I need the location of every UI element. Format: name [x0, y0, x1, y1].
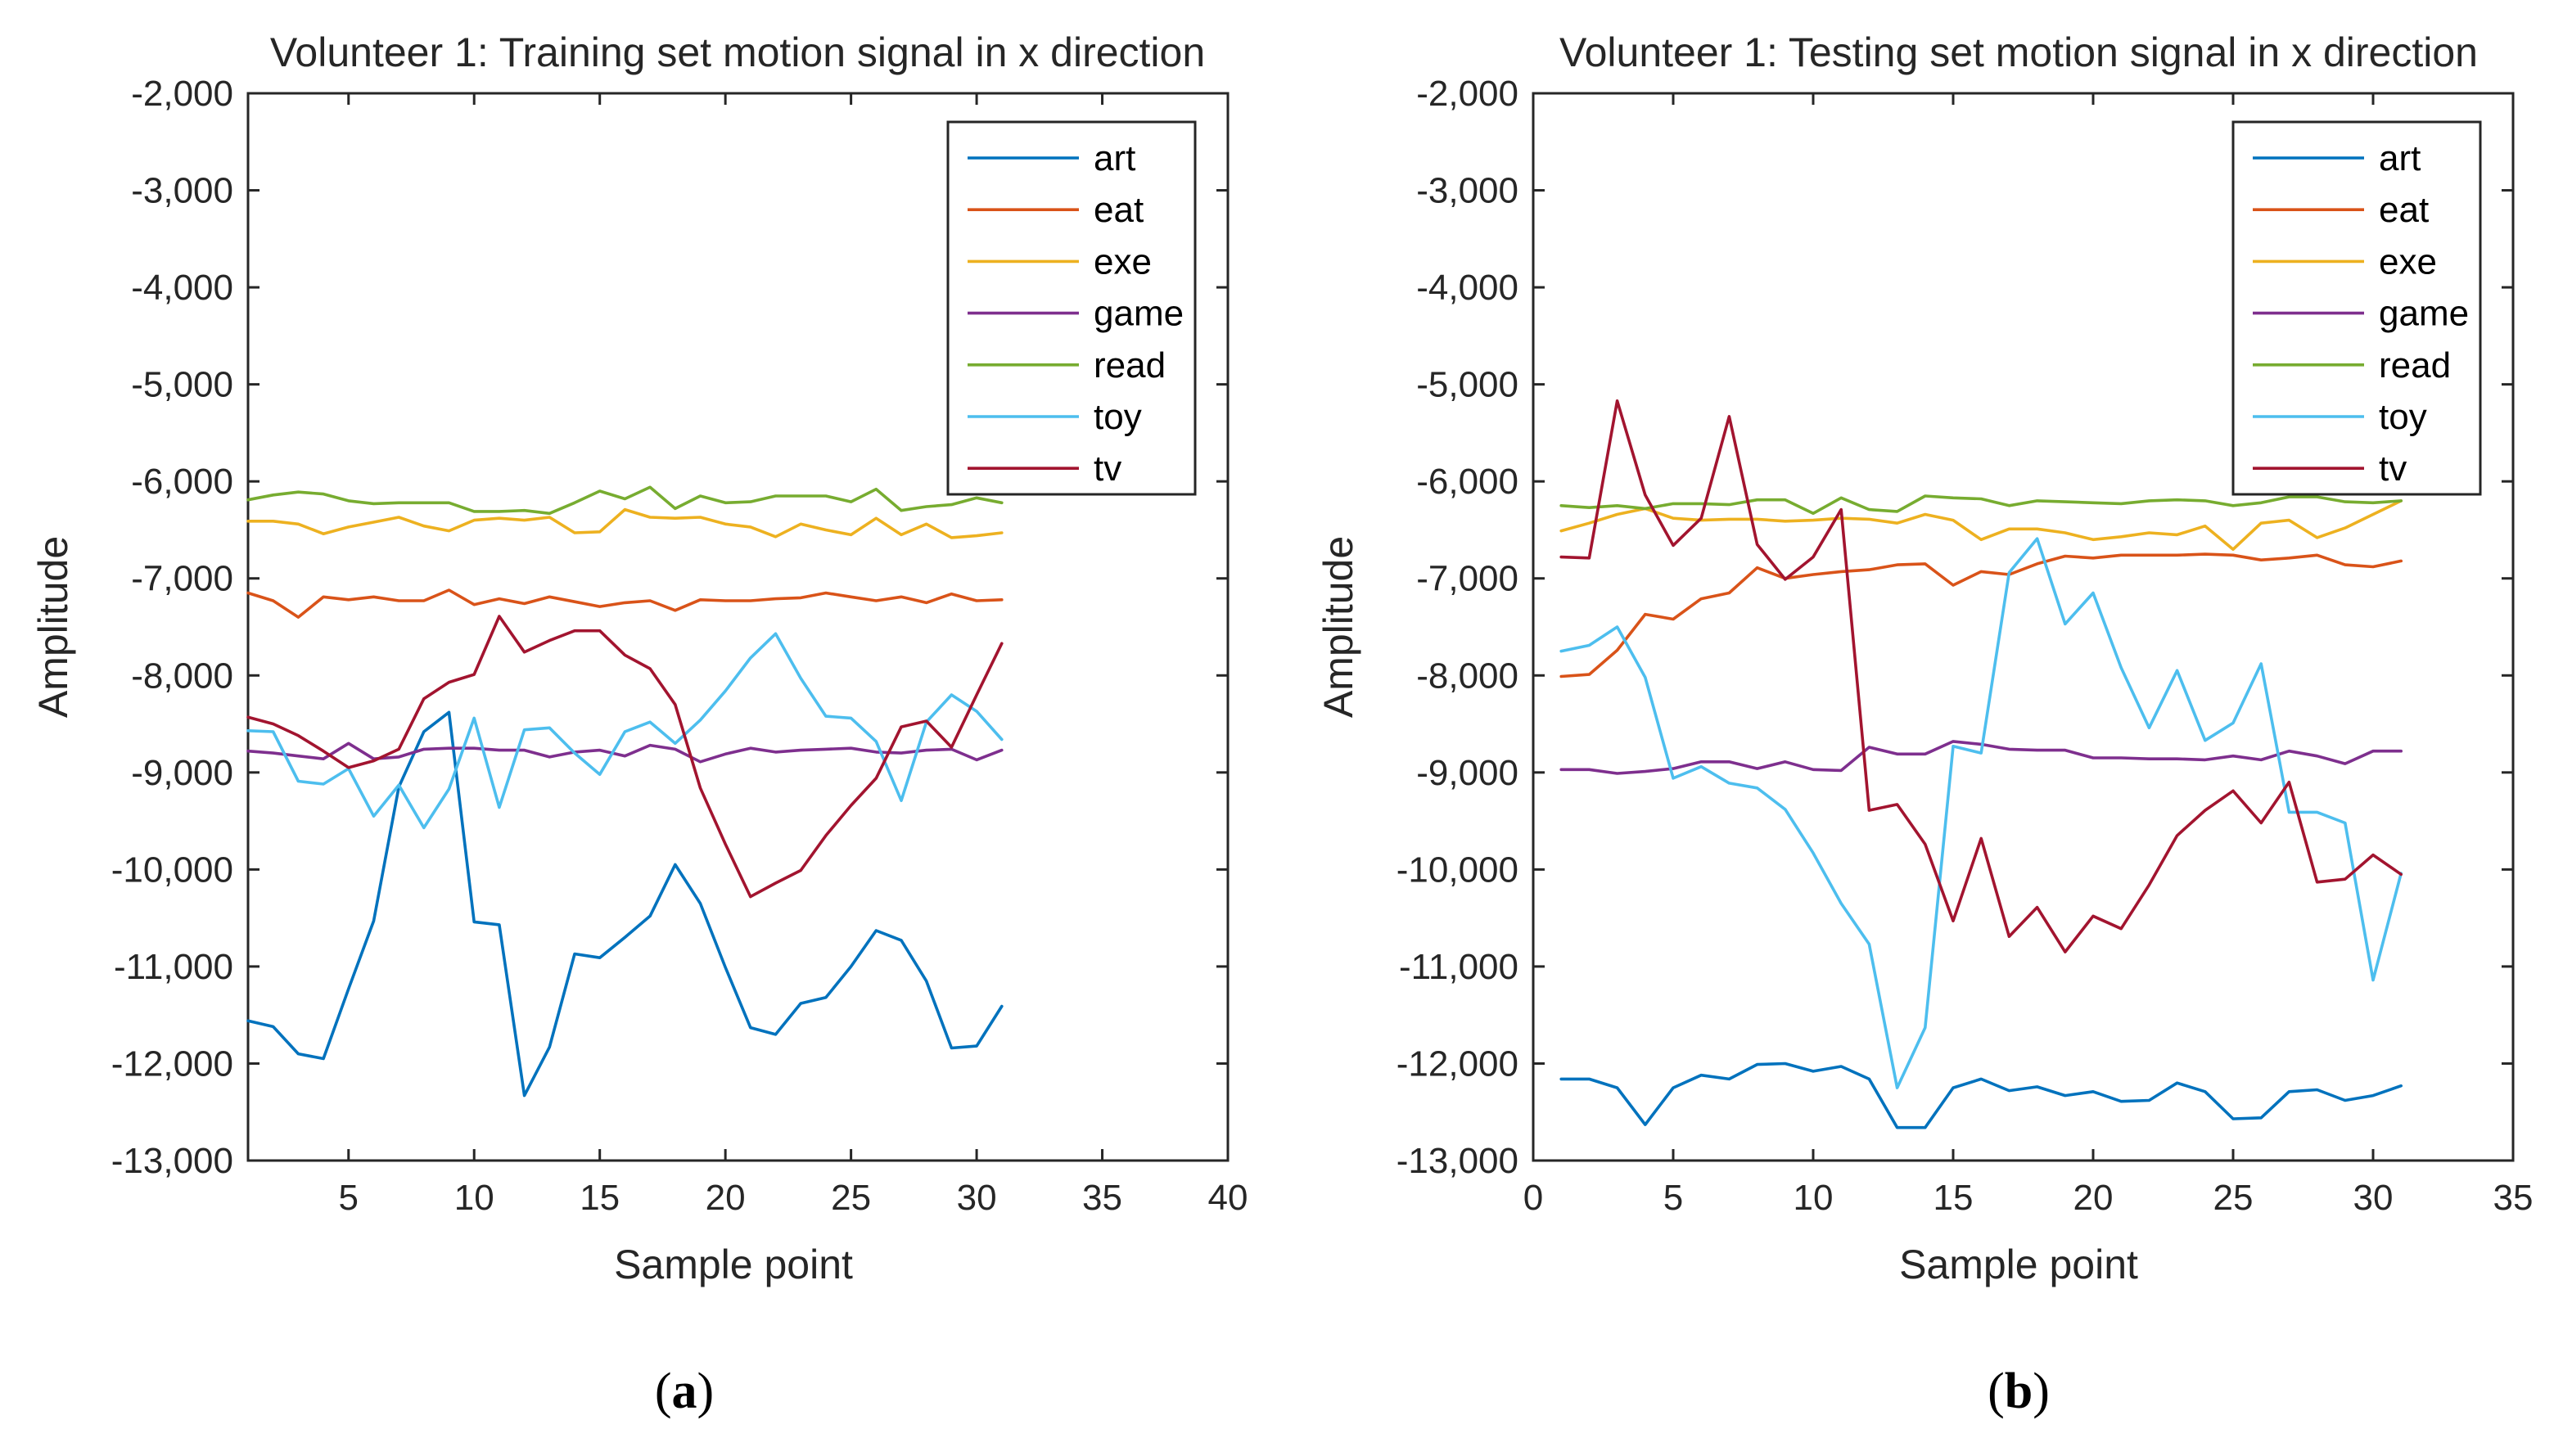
y-tick-label: -11,000: [1399, 947, 1518, 987]
x-tick-label: 5: [1663, 1178, 1683, 1218]
y-tick-label: -4,000: [1416, 268, 1518, 308]
y-tick-label: -3,000: [131, 171, 233, 211]
y-tick-label: -9,000: [1416, 753, 1518, 793]
x-axis-label-b: Sample point: [1899, 1242, 2138, 1287]
x-axis-a: 5 10 15 20 25 30 35 40: [339, 93, 1248, 1218]
x-tick-label: 20: [2073, 1178, 2114, 1218]
legend-label-toy: toy: [1094, 397, 1142, 437]
x-tick-label: 5: [339, 1178, 359, 1218]
x-tick-label: 35: [1082, 1178, 1122, 1218]
series-line-game: [246, 742, 1004, 764]
legend-label-game: game: [2379, 294, 2469, 334]
plot-area-b: [1532, 92, 2515, 1162]
y-tick-label: -8,000: [131, 656, 233, 696]
chart-title-a: Volunteer 1: Training set motion signal …: [270, 29, 1205, 75]
y-tick-label: -5,000: [131, 365, 233, 405]
legend-label-game: game: [1094, 294, 1184, 334]
y-tick-label: -5,000: [1416, 365, 1518, 405]
x-tick-label: 40: [1208, 1178, 1248, 1218]
x-tick-label: 30: [2353, 1178, 2394, 1218]
x-axis-label-a: Sample point: [614, 1242, 853, 1287]
y-tick-label: -13,000: [1397, 1141, 1518, 1181]
series-line-exe: [1559, 499, 2403, 552]
chart-title-b: Volunteer 1: Testing set motion signal i…: [1559, 29, 2478, 75]
legend-label-tv: tv: [1094, 449, 1121, 489]
legend-label-read: read: [2379, 345, 2451, 385]
y-tick-label: -6,000: [1416, 462, 1518, 502]
panel-label-b: (b): [1988, 1364, 2050, 1419]
legend-label-tv: tv: [2379, 449, 2407, 489]
y-axis-label-b: Amplitude: [1315, 536, 1361, 718]
panel-label-a: (a): [655, 1364, 714, 1419]
x-tick-label: 15: [580, 1178, 620, 1218]
x-tick-label: 10: [454, 1178, 494, 1218]
chart-panel-a: Volunteer 1: Training set motion signal …: [30, 29, 1248, 1419]
x-tick-label: 25: [831, 1178, 871, 1218]
y-tick-label: -3,000: [1416, 171, 1518, 211]
y-tick-label: -13,000: [111, 1141, 233, 1181]
chart-panel-b: Volunteer 1: Testing set motion signal i…: [1315, 29, 2533, 1419]
series-line-exe: [246, 507, 1004, 539]
x-tick-label: 30: [957, 1178, 997, 1218]
plot-area-a: [246, 92, 1230, 1162]
legend-label-toy: toy: [2379, 397, 2427, 437]
y-axis-label-a: Amplitude: [30, 536, 76, 718]
y-axis-a: -2,000 -3,000 -4,000 -5,000 -6,000 -7,000 -8,0…: [111, 74, 1228, 1181]
y-tick-label: -12,000: [111, 1044, 233, 1084]
series-line-read: [246, 485, 1004, 516]
series-group-b: [1559, 399, 2403, 1129]
y-tick-label: -2,000: [131, 74, 233, 114]
x-tick-label: 25: [2213, 1178, 2254, 1218]
y-tick-label: -8,000: [1416, 656, 1518, 696]
legend-label-exe: exe: [2379, 241, 2437, 282]
legend-label-read: read: [1094, 345, 1166, 385]
y-tick-label: -12,000: [1397, 1044, 1518, 1084]
y-tick-label: -10,000: [111, 850, 233, 890]
x-tick-label: 0: [1523, 1178, 1543, 1218]
legend-label-eat: eat: [1094, 190, 1144, 230]
legend-a: art eat exe game read toy tv: [946, 120, 1197, 496]
series-line-eat: [1559, 552, 2403, 678]
x-tick-label: 20: [706, 1178, 746, 1218]
x-tick-label: 15: [1934, 1178, 1974, 1218]
y-tick-label: -4,000: [131, 268, 233, 308]
legend-label-art: art: [1094, 138, 1135, 178]
legend-label-exe: exe: [1094, 241, 1152, 282]
legend-box: [946, 120, 1197, 496]
y-tick-label: -7,000: [1416, 559, 1518, 599]
series-line-toy: [1559, 537, 2403, 1089]
x-tick-label: 10: [1794, 1178, 1834, 1218]
series-line-tv: [246, 615, 1004, 899]
series-line-eat: [246, 588, 1004, 619]
legend-label-eat: eat: [2379, 190, 2429, 230]
y-tick-label: -6,000: [131, 462, 233, 502]
legend-box: [2231, 120, 2482, 496]
y-tick-label: -7,000: [131, 559, 233, 599]
x-axis-b: 0 5 10 15 20 25 30 35: [1523, 93, 2534, 1218]
legend-b: art eat exe game read toy tv: [2231, 120, 2482, 496]
series-line-toy: [246, 632, 1004, 830]
y-tick-label: -10,000: [1397, 850, 1518, 890]
y-tick-label: -11,000: [114, 947, 233, 987]
x-tick-label: 35: [2493, 1178, 2534, 1218]
y-tick-label: -9,000: [131, 753, 233, 793]
series-group-a: [246, 485, 1004, 1098]
y-tick-label: -2,000: [1416, 74, 1518, 114]
series-line-read: [1559, 494, 2403, 516]
y-axis-b: -2,000 -3,000 -4,000 -5,000 -6,000 -7,000 -8,0…: [1397, 74, 2513, 1181]
legend-label-art: art: [2379, 138, 2421, 178]
series-line-tv: [1559, 399, 2403, 953]
series-line-art: [1559, 1062, 2403, 1129]
series-line-art: [246, 710, 1004, 1098]
